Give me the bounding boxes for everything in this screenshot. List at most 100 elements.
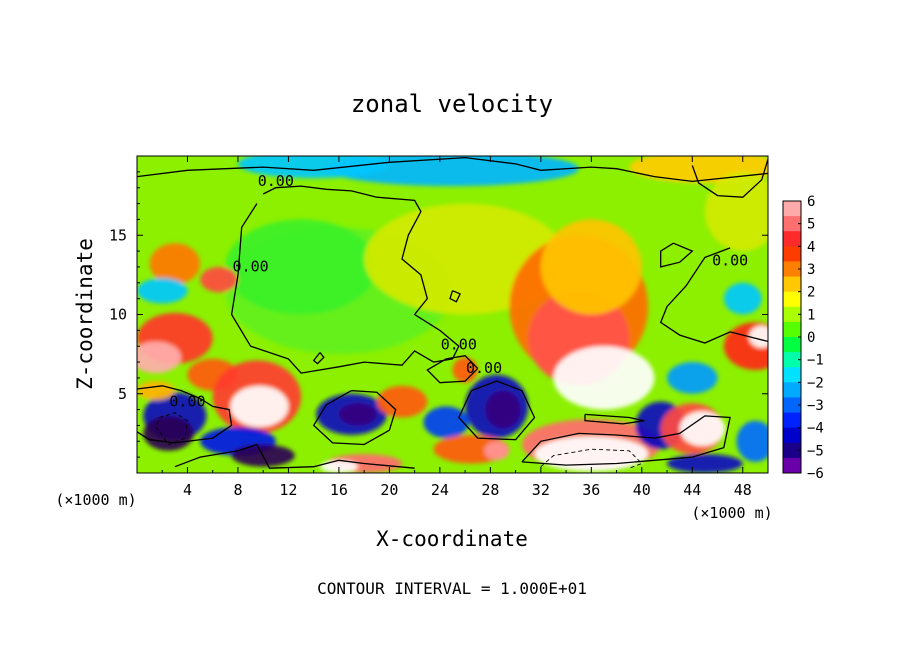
velocity-cell <box>667 453 743 473</box>
colorbar-swatch <box>783 442 801 459</box>
colorbar-swatch <box>783 306 801 323</box>
velocity-cell <box>137 278 188 304</box>
contour-value-label: 0.00 <box>466 359 502 377</box>
x-axis: 4 8 12 16 20 24 28 32 36 40 44 48 <box>161 156 769 499</box>
colorbar-label: 1 <box>807 307 815 323</box>
colorbar-label: 3 <box>807 262 815 278</box>
x-tick-label: 4 <box>183 481 192 499</box>
zero-contour-line <box>659 247 768 344</box>
velocity-cell <box>723 282 762 315</box>
colorbar-swatch <box>783 382 801 398</box>
zero-contour-line <box>137 156 768 183</box>
zero-contour-line <box>137 385 233 444</box>
negative-contour-line <box>155 412 188 446</box>
velocity-cell <box>423 406 469 439</box>
colorbar-label: −2 <box>807 375 824 391</box>
colorbar-label: −1 <box>807 353 824 369</box>
colorbar-label: 2 <box>807 285 815 301</box>
chart-title: zonal velocity <box>351 90 553 118</box>
colorbar-swatch <box>783 427 801 444</box>
velocity-cell <box>200 266 238 293</box>
velocity-cell <box>143 415 194 451</box>
colorbar-swatch <box>783 367 801 383</box>
velocity-cell <box>485 390 521 429</box>
velocity-cell <box>376 385 428 418</box>
colorbar-swatch <box>783 321 801 338</box>
velocity-cell <box>338 403 377 426</box>
x-units-label: (×1000 m) <box>691 504 772 522</box>
zero-contour-line <box>458 380 536 441</box>
y-units-label: (×1000 m) <box>55 491 136 509</box>
velocity-cell <box>452 357 478 383</box>
zero-contour-line <box>584 413 645 425</box>
zero-contour-line <box>174 443 258 468</box>
x-tick-label: 28 <box>481 481 499 499</box>
x-tick-label: 36 <box>582 481 600 499</box>
plot-area: 0.00 0.00 0.00 0.00 0.00 0.00 <box>137 156 768 473</box>
y-tick-label: 10 <box>109 306 127 324</box>
velocity-cell <box>534 436 649 472</box>
velocity-cell <box>679 411 726 447</box>
colorbar-swatch <box>783 397 801 413</box>
y-tick-label: 15 <box>109 226 127 244</box>
contour-value-label: 0.00 <box>258 172 294 190</box>
x-tick-label: 20 <box>380 481 398 499</box>
zero-contour-line <box>691 159 768 198</box>
x-tick-label: 32 <box>532 481 550 499</box>
colorbar-label: 0 <box>807 330 815 346</box>
y-axis-label: Z-coordinate <box>73 238 97 390</box>
colorbar: 6 5 4 3 2 1 0 −1 −2 −3 −4 −5 −6 <box>782 194 824 482</box>
colorbar-swatch <box>783 412 801 429</box>
colorbar-swatch <box>783 201 801 217</box>
velocity-cell <box>553 346 655 410</box>
x-axis-label: X-coordinate <box>376 527 528 551</box>
zero-contour-line <box>521 415 731 466</box>
colorbar-swatch <box>783 291 801 308</box>
zero-contours <box>137 156 768 469</box>
x-tick-label: 44 <box>683 481 701 499</box>
zero-contour-line <box>312 389 397 446</box>
zero-contour-line <box>230 185 460 374</box>
colorbar-swatch <box>783 457 801 474</box>
contour-value-label: 0.00 <box>441 335 477 353</box>
zero-contour-line <box>312 352 325 365</box>
colorbar-swatch <box>783 276 801 293</box>
colorbar-label: 6 <box>807 194 815 210</box>
colorbar-swatch <box>783 216 801 232</box>
x-tick-label: 48 <box>734 481 752 499</box>
zero-contour-line <box>256 444 415 469</box>
colorbar-swatch <box>783 337 801 353</box>
velocity-field <box>137 156 768 473</box>
y-axis: 5 10 15 <box>109 171 768 458</box>
velocity-cell <box>540 219 642 315</box>
x-tick-label: 8 <box>233 481 242 499</box>
y-tick-label: 5 <box>118 385 127 403</box>
colorbar-swatch <box>783 246 801 262</box>
zero-contour-line <box>426 355 479 384</box>
contour-value-label: 0.00 <box>169 392 205 410</box>
colorbar-swatch <box>783 231 801 247</box>
colorbar-label: −5 <box>807 443 824 459</box>
colorbar-swatch <box>783 261 801 277</box>
colorbar-swatch <box>783 352 801 368</box>
colorbar-label: −3 <box>807 398 824 414</box>
contour-value-label: 0.00 <box>712 251 748 269</box>
velocity-cell <box>736 420 768 462</box>
negative-contour-line <box>540 448 643 469</box>
velocity-cell <box>149 243 201 285</box>
colorbar-label: 4 <box>807 239 815 255</box>
colorbar-label: −6 <box>807 466 824 482</box>
velocity-cell <box>230 385 289 428</box>
x-tick-label: 24 <box>431 481 449 499</box>
velocity-cell <box>225 219 377 315</box>
velocity-cell <box>237 156 390 179</box>
x-tick-label: 16 <box>330 481 348 499</box>
velocity-cell <box>667 362 718 394</box>
velocity-cell <box>704 171 768 252</box>
velocity-cell <box>137 381 175 401</box>
zero-contour-line <box>449 290 461 303</box>
colorbar-label: 5 <box>807 217 815 233</box>
velocity-cell <box>484 441 510 461</box>
velocity-cell <box>319 460 358 473</box>
velocity-cell <box>137 341 182 374</box>
